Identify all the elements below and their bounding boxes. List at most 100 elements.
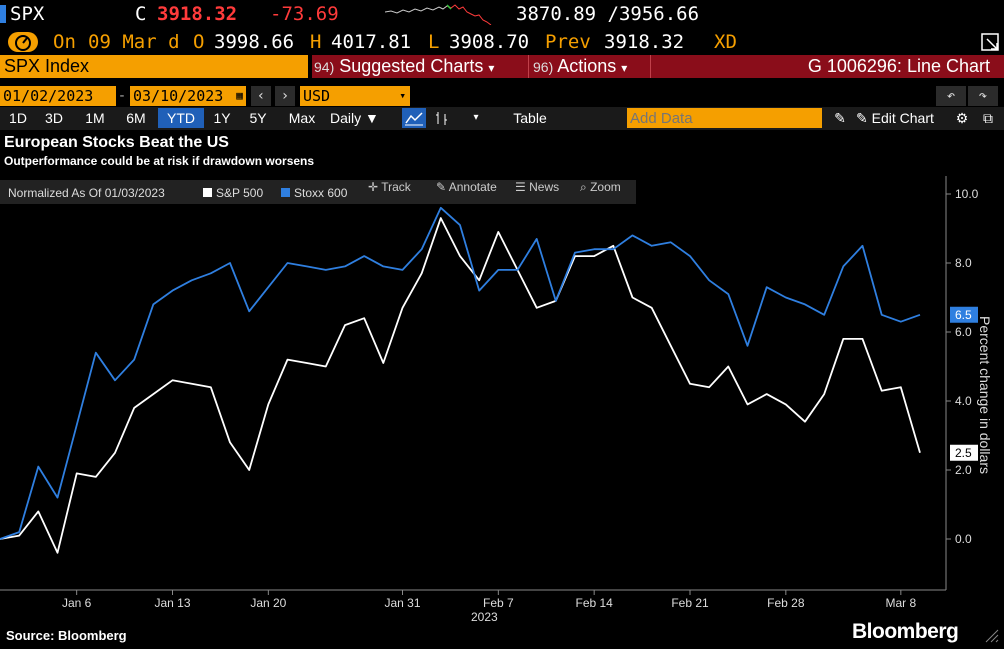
period-5y[interactable]: 5Y <box>249 110 267 126</box>
y-tick-label: 2.0 <box>955 463 972 477</box>
zoom-tool[interactable]: ⌕ Zoom <box>580 180 621 195</box>
export-icon[interactable]: ⧉ <box>983 110 993 126</box>
currency-value: USD <box>303 87 331 105</box>
date-value: 09 Mar d <box>88 31 180 53</box>
pencil-icon: ✎ <box>856 110 868 126</box>
resize-icon[interactable] <box>980 624 1000 644</box>
y-tick-label: 10.0 <box>955 187 979 201</box>
bar-chart-icon[interactable] <box>430 108 454 128</box>
redo-icon[interactable]: ↷ <box>968 86 998 106</box>
period-6m[interactable]: 6M <box>126 110 146 126</box>
security-bar: SPX Index 94) Suggested Charts ▾ 96) Act… <box>0 54 1004 80</box>
suggested-number: 94) <box>314 59 335 75</box>
legend-label-sp500[interactable]: S&P 500 <box>216 186 264 200</box>
edit-chart-button[interactable]: ✎ Edit Chart <box>856 108 948 128</box>
menu-bar <box>312 55 1004 78</box>
series-line-sp500 <box>0 217 921 554</box>
chevron-down-icon: ▾ <box>399 89 406 102</box>
currency-select[interactable]: USD ▾ <box>300 86 410 106</box>
start-date-field[interactable]: 01/02/2023 <box>0 86 116 106</box>
x-tick-label: Jan 20 <box>250 596 286 610</box>
chart-subtitle: Outperformance could be at risk if drawd… <box>4 154 315 168</box>
x-tick-label: Jan 31 <box>384 596 420 610</box>
zoom-icon: ⌕ <box>580 180 587 194</box>
day-range: 3870.89 /3956.66 <box>516 3 700 25</box>
legend-label-stoxx[interactable]: Stoxx 600 <box>294 186 348 200</box>
next-period-button[interactable]: › <box>275 86 295 106</box>
ohlc-line: On 09 Mar d O 3998.66 H 4017.81 L 3908.7… <box>0 29 1004 54</box>
security-field[interactable]: SPX Index <box>0 55 308 78</box>
last-value-label: 6.5 <box>955 308 972 322</box>
news-tool[interactable]: ☰ News <box>515 180 559 194</box>
last-value-label: 2.5 <box>955 446 972 460</box>
zoom-label: Zoom <box>590 180 621 194</box>
chevron-down-icon: ▾ <box>621 61 628 75</box>
track-label: Track <box>381 180 411 194</box>
period-ytd[interactable]: YTD <box>158 108 204 128</box>
chart-area[interactable]: 0.0 2.0 4.0 6.0 8.0 10.0 Jan 6 Jan 13 Jan 20 Jan … <box>0 176 1004 622</box>
pin-icon[interactable]: ✎ <box>834 110 846 126</box>
prev-period-button[interactable]: ‹ <box>251 86 271 106</box>
x-tick-label: Feb 7 <box>483 596 514 610</box>
table-button[interactable]: Table <box>513 110 547 126</box>
end-date-field[interactable]: 03/10/2023 <box>130 86 246 106</box>
x-tick-label: Jan 6 <box>62 596 92 610</box>
period-1d[interactable]: 1D <box>9 110 27 126</box>
y-tick-label: 6.0 <box>955 325 972 339</box>
ticker[interactable]: SPX <box>10 3 45 25</box>
gauge-icon[interactable] <box>8 32 38 52</box>
change-value: -73.69 <box>270 3 339 25</box>
suggested-charts-menu[interactable]: 94) Suggested Charts ▾ <box>314 55 494 78</box>
xd-label: XD <box>714 31 737 53</box>
last-value-box <box>950 444 978 461</box>
bloomberg-logo: Bloomberg <box>852 620 959 643</box>
y-tick-label: 8.0 <box>955 256 972 270</box>
high-label: H <box>310 31 322 53</box>
period-max[interactable]: Max <box>288 110 316 126</box>
chart-title: European Stocks Beat the US <box>4 134 229 151</box>
actions-label: Actions <box>557 56 617 76</box>
x-tick-label: Feb 14 <box>575 596 613 610</box>
track-tool[interactable]: ✛ Track <box>368 180 411 194</box>
expand-icon[interactable] <box>979 31 1001 53</box>
calendar-icon[interactable]: ▦ <box>233 88 246 104</box>
security-color-marker <box>0 5 6 23</box>
date-dash: - <box>117 86 127 106</box>
annotate-tool[interactable]: ✎ Annotate <box>436 180 497 194</box>
frequency-select[interactable]: Daily ▼ <box>330 108 392 128</box>
edit-chart-label: Edit Chart <box>871 110 934 126</box>
period-1m[interactable]: 1M <box>85 110 105 126</box>
actions-number: 96) <box>533 59 554 75</box>
undo-icon[interactable]: ↶ <box>936 86 966 106</box>
divider <box>650 55 651 78</box>
chart-type-dropdown[interactable]: ▾ <box>473 112 479 123</box>
period-1y[interactable]: 1Y <box>213 110 231 126</box>
prev-value: 3918.32 <box>604 31 685 53</box>
normalized-label: Normalized As Of 01/03/2023 <box>8 186 165 200</box>
x-axis-year-label: 2023 <box>471 610 498 622</box>
high-value: 4017.81 <box>331 31 412 53</box>
news-label: News <box>529 180 560 194</box>
legend-bar <box>0 180 636 204</box>
chart-id: G 1006296: Line Chart <box>807 56 990 76</box>
add-data-field[interactable] <box>627 108 822 129</box>
x-tick-label: Feb 28 <box>767 596 805 610</box>
news-icon: ☰ <box>515 180 526 194</box>
annotate-label: Annotate <box>448 180 497 194</box>
close-label: C <box>135 3 147 25</box>
chevron-down-icon: ▾ <box>488 61 495 75</box>
add-data-input[interactable] <box>627 108 822 129</box>
settings-icon[interactable]: ⚙ <box>955 110 969 126</box>
y-tick-label: 4.0 <box>955 394 972 408</box>
legend-swatch-sp500 <box>203 188 212 197</box>
x-tick-label: Feb 21 <box>671 596 709 610</box>
chevron-down-icon: ▼ <box>365 110 379 126</box>
series-line-stoxx600 <box>0 206 921 540</box>
line-chart-icon[interactable] <box>402 108 426 128</box>
on-label: On <box>53 31 76 53</box>
actions-menu[interactable]: 96) Actions ▾ <box>528 55 627 78</box>
open-label: O <box>193 31 205 53</box>
period-3d[interactable]: 3D <box>45 110 63 126</box>
suggested-label: Suggested Charts <box>339 56 484 76</box>
frequency-value: Daily <box>330 110 362 126</box>
